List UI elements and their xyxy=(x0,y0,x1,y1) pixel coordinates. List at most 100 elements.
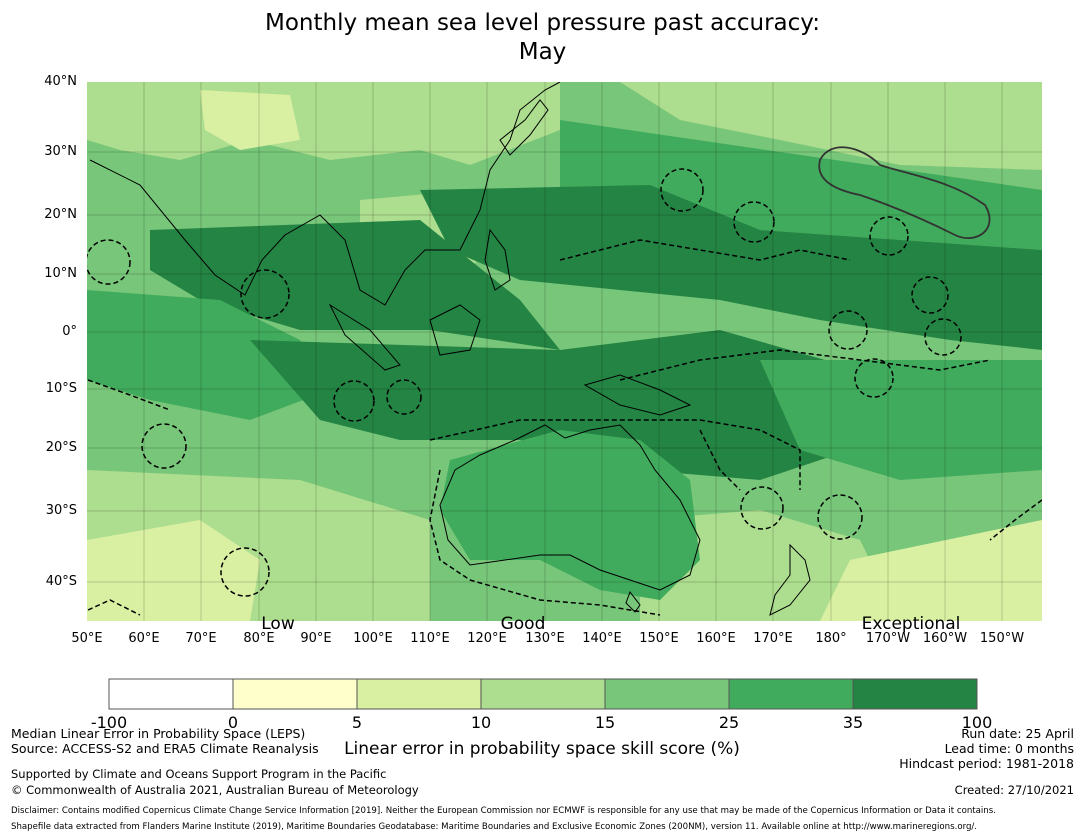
coastline-philippines xyxy=(484,228,511,291)
colorbar-tick: 25 xyxy=(718,713,740,732)
skill-label-exceptional: Exceptional xyxy=(861,614,961,634)
eez-circle xyxy=(828,310,868,350)
lon-label: 170°W xyxy=(865,631,911,646)
lat-label: 40°N xyxy=(44,74,77,89)
colorbar-tick: 0 xyxy=(227,713,239,732)
colorbar-title: Linear error in probability space skill … xyxy=(344,739,740,759)
lat-label: 30°N xyxy=(44,144,77,159)
lat-label: 20°N xyxy=(44,207,77,222)
lon-label: 150°W xyxy=(979,631,1025,646)
eez-boundary xyxy=(559,239,851,261)
skill-region-north-light xyxy=(87,82,560,165)
skill-region-westpac-dark xyxy=(420,185,1042,350)
shapefile-text: Shapefile data extracted from Flanders M… xyxy=(11,822,978,832)
coastline-asia xyxy=(89,82,561,306)
colorbar-tick: 10 xyxy=(470,713,492,732)
colorbar-swatch xyxy=(728,678,854,710)
eez-hawaii xyxy=(818,146,991,240)
lat-label: 10°N xyxy=(44,266,77,281)
colorbar-swatch xyxy=(480,678,606,710)
colorbar-tick: 15 xyxy=(594,713,616,732)
eez-boundary xyxy=(429,469,661,616)
lon-label: 120°E xyxy=(467,631,507,646)
eez-circle xyxy=(740,486,784,530)
source-text: Source: ACCESS-S2 and ERA5 Climate Reana… xyxy=(11,741,319,756)
skill-label-low: Low xyxy=(261,614,295,634)
lat-label: 30°S xyxy=(45,503,77,518)
lon-label: 160°W xyxy=(922,631,968,646)
eez-circle xyxy=(660,168,704,212)
lon-label: 160°E xyxy=(696,631,736,646)
coastline-sumatra xyxy=(328,303,401,371)
skill-region-australia xyxy=(440,430,700,600)
eez-circle xyxy=(733,201,775,243)
eez-boundary xyxy=(619,349,991,381)
skill-region-equator-mid xyxy=(87,290,330,420)
eez-circle xyxy=(386,379,422,415)
colorbar-tick: 100 xyxy=(961,713,993,732)
colorbar-tick: -100 xyxy=(90,713,128,732)
skill-region-southwest-pale xyxy=(87,520,260,621)
eez-circle xyxy=(869,216,909,256)
lon-label: 60°E xyxy=(128,631,160,646)
eez-circle xyxy=(87,239,131,285)
lon-label: 150°E xyxy=(639,631,679,646)
skill-region-indian-dark xyxy=(150,220,560,350)
lon-label: 170°E xyxy=(753,631,793,646)
support-text: Supported by Climate and Oceans Support … xyxy=(11,767,387,781)
chart-title-line1: Monthly mean sea level pressure past acc… xyxy=(265,10,820,36)
eez-circle xyxy=(220,547,270,597)
lon-label: 180° xyxy=(815,631,847,646)
lead-time-text: Lead time: 0 months xyxy=(944,741,1074,756)
colorbar xyxy=(108,678,978,710)
copyright-text: © Commonwealth of Australia 2021, Austra… xyxy=(11,783,419,797)
skill-region-southeast-pale xyxy=(820,520,1042,621)
coastline-png xyxy=(583,374,692,416)
eez-circle xyxy=(240,269,290,319)
lat-label: 10°S xyxy=(45,381,77,396)
lat-label: 0° xyxy=(62,324,77,339)
eez-boundary xyxy=(87,379,171,411)
eez-circle xyxy=(141,423,187,469)
coastline-australia xyxy=(439,424,701,591)
colorbar-swatch xyxy=(108,678,234,710)
eez-boundary xyxy=(699,429,741,491)
skill-label-good: Good xyxy=(500,614,546,634)
eez-circle xyxy=(854,358,894,398)
coastline-borneo xyxy=(429,304,481,356)
lon-label: 70°E xyxy=(185,631,217,646)
lon-label: 80°E xyxy=(243,631,275,646)
lon-label: 110°E xyxy=(410,631,450,646)
colorbar-tick: 5 xyxy=(351,713,363,732)
eez-circle xyxy=(333,380,375,422)
skill-region-northpac-light xyxy=(620,82,1042,170)
colorbar-swatch xyxy=(604,678,730,710)
chart-title-line2: May xyxy=(518,39,567,65)
lon-label: 90°E xyxy=(300,631,332,646)
eez-circle xyxy=(924,318,962,356)
disclaimer-text: Disclaimer: Contains modified Copernicus… xyxy=(11,806,996,816)
eez-circle xyxy=(911,276,949,314)
hindcast-text: Hindcast period: 1981-2018 xyxy=(899,756,1074,771)
lon-label: 130°E xyxy=(525,631,565,646)
lon-label: 100°E xyxy=(353,631,393,646)
lat-label: 40°S xyxy=(45,574,77,589)
skill-region-southpac-mid xyxy=(760,360,1042,480)
eez-circle xyxy=(817,494,863,540)
eez-boundary xyxy=(989,499,1042,541)
skill-region-northpac-mid xyxy=(560,120,1042,250)
coastline-tasmania xyxy=(625,590,641,613)
colorbar-swatch xyxy=(232,678,358,710)
colorbar-swatch xyxy=(356,678,482,710)
coastline-new-zealand xyxy=(769,543,811,616)
lat-label: 20°S xyxy=(45,440,77,455)
eez-boundary xyxy=(87,599,141,616)
skill-region-maritime-dark xyxy=(250,330,880,480)
metric-text: Median Linear Error in Probability Space… xyxy=(11,726,306,741)
run-date-text: Run date: 25 April xyxy=(961,726,1074,741)
colorbar-tick: 35 xyxy=(842,713,864,732)
eez-boundary xyxy=(429,419,801,490)
created-text: Created: 27/10/2021 xyxy=(954,783,1074,797)
colorbar-swatch xyxy=(852,678,978,710)
